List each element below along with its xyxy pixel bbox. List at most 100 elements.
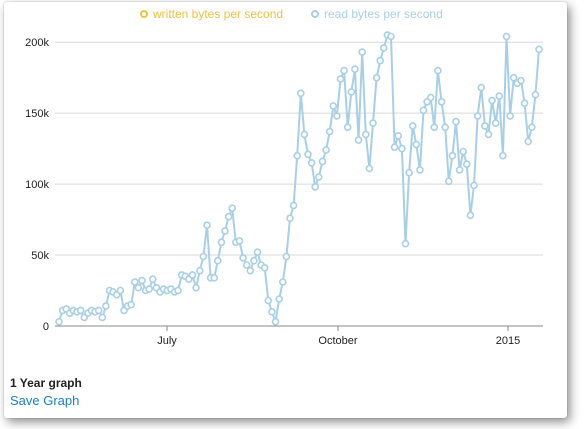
data-point[interactable] xyxy=(470,181,478,190)
data-point[interactable] xyxy=(390,143,399,151)
data-point[interactable] xyxy=(398,144,406,153)
data-point[interactable] xyxy=(293,151,302,160)
data-point[interactable] xyxy=(509,73,518,82)
data-point[interactable] xyxy=(340,66,348,75)
data-point[interactable] xyxy=(94,306,103,315)
data-point[interactable] xyxy=(102,302,110,310)
data-point[interactable] xyxy=(98,313,107,322)
data-point[interactable] xyxy=(527,123,536,132)
data-point[interactable] xyxy=(466,211,475,220)
data-point[interactable] xyxy=(535,45,543,54)
legend-label-written[interactable]: written bytes per second xyxy=(152,7,283,21)
data-point[interactable] xyxy=(416,166,424,174)
data-point[interactable] xyxy=(426,93,435,102)
data-point[interactable] xyxy=(477,83,486,92)
data-point[interactable] xyxy=(354,136,363,144)
data-point[interactable] xyxy=(462,160,471,168)
save-graph-link[interactable]: Save Graph xyxy=(10,393,80,408)
data-point[interactable] xyxy=(296,89,305,98)
data-point[interactable] xyxy=(369,119,377,127)
data-point[interactable] xyxy=(76,306,85,315)
data-point[interactable] xyxy=(145,285,153,293)
data-point[interactable] xyxy=(495,92,504,100)
data-point[interactable] xyxy=(394,132,403,140)
data-point[interactable] xyxy=(134,283,143,292)
data-point[interactable] xyxy=(210,273,218,282)
data-point[interactable] xyxy=(311,183,320,191)
data-point[interactable] xyxy=(434,66,442,75)
data-point[interactable] xyxy=(351,65,359,73)
data-point[interactable] xyxy=(358,48,367,56)
data-point[interactable] xyxy=(138,276,146,285)
data-point[interactable] xyxy=(491,119,500,127)
data-point[interactable] xyxy=(250,256,258,265)
data-point[interactable] xyxy=(444,177,453,186)
data-point[interactable] xyxy=(387,32,395,41)
legend-label-read[interactable]: read bytes per second xyxy=(324,7,443,21)
data-point[interactable] xyxy=(322,146,330,154)
data-point[interactable] xyxy=(333,112,341,120)
data-point[interactable] xyxy=(499,151,507,160)
data-point[interactable] xyxy=(286,214,294,222)
data-point[interactable] xyxy=(188,271,197,279)
data-point[interactable] xyxy=(452,117,460,126)
data-point[interactable] xyxy=(289,201,298,210)
data-point[interactable] xyxy=(246,266,255,275)
data-point[interactable] xyxy=(127,300,135,309)
data-point[interactable] xyxy=(329,102,338,110)
data-point[interactable] xyxy=(408,122,417,130)
data-point[interactable] xyxy=(412,140,421,149)
data-point[interactable] xyxy=(437,98,446,106)
data-point[interactable] xyxy=(278,278,287,286)
data-point[interactable] xyxy=(268,307,276,316)
data-point[interactable] xyxy=(481,122,489,130)
data-point[interactable] xyxy=(379,44,388,52)
data-point[interactable] xyxy=(116,286,125,295)
data-point[interactable] xyxy=(55,317,63,326)
data-point[interactable] xyxy=(203,221,211,229)
data-point[interactable] xyxy=(520,99,529,107)
data-point[interactable] xyxy=(502,32,511,41)
data-point[interactable] xyxy=(275,295,284,303)
data-point[interactable] xyxy=(419,106,428,115)
data-point[interactable] xyxy=(336,75,345,83)
data-point[interactable] xyxy=(365,164,374,173)
data-point[interactable] xyxy=(473,112,482,120)
data-point[interactable] xyxy=(228,204,236,212)
data-point[interactable] xyxy=(361,130,370,139)
data-point[interactable] xyxy=(300,130,309,139)
data-point[interactable] xyxy=(430,123,439,132)
data-point[interactable] xyxy=(531,90,540,99)
data-point[interactable] xyxy=(484,130,493,139)
data-point[interactable] xyxy=(455,166,464,174)
data-point[interactable] xyxy=(459,147,468,156)
data-point[interactable] xyxy=(239,254,247,262)
data-point[interactable] xyxy=(401,239,410,248)
data-point[interactable] xyxy=(253,248,262,256)
data-point[interactable] xyxy=(488,96,496,105)
data-point[interactable] xyxy=(307,159,316,167)
data-point[interactable] xyxy=(517,76,525,85)
data-point[interactable] xyxy=(217,238,226,247)
data-point[interactable] xyxy=(347,88,356,96)
data-point[interactable] xyxy=(192,283,200,292)
data-point[interactable] xyxy=(264,296,273,305)
data-point[interactable] xyxy=(199,252,208,261)
data-point[interactable] xyxy=(318,157,327,166)
data-point[interactable] xyxy=(405,168,413,177)
data-point[interactable] xyxy=(506,112,514,120)
data-point[interactable] xyxy=(304,150,312,159)
data-point[interactable] xyxy=(372,73,381,82)
data-point[interactable] xyxy=(224,212,233,221)
data-point[interactable] xyxy=(325,127,334,136)
data-point[interactable] xyxy=(174,286,182,295)
data-point[interactable] xyxy=(448,151,457,160)
data-point[interactable] xyxy=(441,123,450,132)
data-point[interactable] xyxy=(221,227,229,235)
data-point[interactable] xyxy=(196,266,204,275)
data-point[interactable] xyxy=(376,56,385,65)
data-point[interactable] xyxy=(149,275,157,284)
data-point[interactable] xyxy=(282,252,291,261)
data-point[interactable] xyxy=(235,237,244,245)
data-point[interactable] xyxy=(314,173,323,181)
